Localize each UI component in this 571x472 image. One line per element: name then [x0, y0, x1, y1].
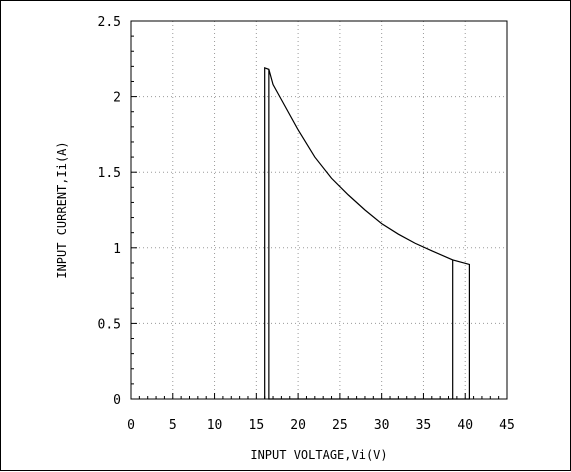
x-tick-label: 30: [374, 418, 390, 433]
plot-border: [130, 20, 508, 400]
x-tick-label: 25: [332, 418, 348, 433]
x-tick-label: 10: [207, 418, 223, 433]
y-tick-labels: 0 0.5 1 1.5 2 2.5: [98, 15, 121, 408]
y-tick-label: 0.5: [98, 317, 121, 332]
x-axis-title: INPUT VOLTAGE,Vi(V): [250, 448, 387, 462]
y-tick-label: 2.5: [98, 15, 121, 30]
series-layer: [264, 67, 470, 400]
x-tick-label: 40: [457, 418, 473, 433]
x-tick-label: 5: [169, 418, 177, 433]
minor-ticks: [130, 20, 508, 400]
grid: [131, 21, 507, 399]
y-axis-title: INPUT CURRENT,Ii(A): [55, 141, 69, 278]
y-tick-label: 1.5: [98, 166, 121, 181]
x-tick-label: 20: [290, 418, 306, 433]
y-tick-label: 1: [113, 242, 121, 257]
x-tick-label: 45: [499, 418, 515, 433]
series-line-0: [264, 67, 470, 400]
y-tick-label: 2: [113, 91, 121, 106]
y-tick-label: 0: [113, 393, 121, 408]
x-tick-label: 35: [416, 418, 432, 433]
x-tick-label: 15: [249, 418, 265, 433]
plot-area-border: [130, 20, 508, 400]
x-tick-label: 0: [127, 418, 135, 433]
x-tick-labels: 0 5 10 15 20 25 30 35 40 45: [127, 418, 515, 433]
